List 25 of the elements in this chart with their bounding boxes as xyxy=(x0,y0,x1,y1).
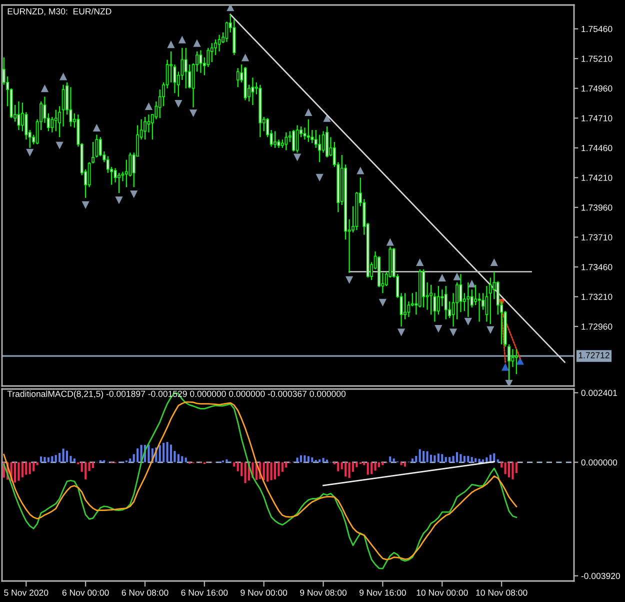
y-tick-label: 1.75460 xyxy=(582,26,612,32)
x-tick-label: 6 Nov 16:00 xyxy=(181,590,228,596)
x-tick-label: 10 Nov 08:00 xyxy=(476,590,528,596)
x-tick-label: 9 Nov 08:00 xyxy=(300,590,347,596)
y-tick-label: 1.74210 xyxy=(582,174,612,181)
y-tick-label: 1.75210 xyxy=(582,56,612,62)
x-tick-label: 5 Nov 2020 xyxy=(4,590,48,596)
x-tick-label: 10 Nov 00:00 xyxy=(416,590,468,596)
y-tick-label: 1.74710 xyxy=(582,115,612,122)
y-tick-label: 1.74960 xyxy=(582,85,612,92)
y-tick-label: 1.73960 xyxy=(582,204,612,211)
y-tick-label: 0.000000 xyxy=(581,459,618,466)
x-tick-label: 6 Nov 08:00 xyxy=(122,590,168,596)
y-tick-label: -0.003920 xyxy=(581,572,620,580)
x-tick-label: 9 Nov 16:00 xyxy=(360,590,406,596)
y-tick-label: 0.002401 xyxy=(581,390,618,396)
x-tick-label: 9 Nov 00:00 xyxy=(240,590,288,596)
chart-title: EURNZD, M30: EUR/NZD xyxy=(8,8,112,16)
y-tick-label: 1.72960 xyxy=(582,324,612,330)
ref-line-label: 1.72712 xyxy=(578,352,610,358)
y-tick-label: 1.74460 xyxy=(582,144,612,152)
y-tick-label: 1.73460 xyxy=(582,264,612,270)
x-tick-label: 6 Nov 00:00 xyxy=(62,590,109,596)
y-tick-label: 1.73210 xyxy=(582,294,612,300)
y-tick-label: 1.73710 xyxy=(582,234,612,240)
